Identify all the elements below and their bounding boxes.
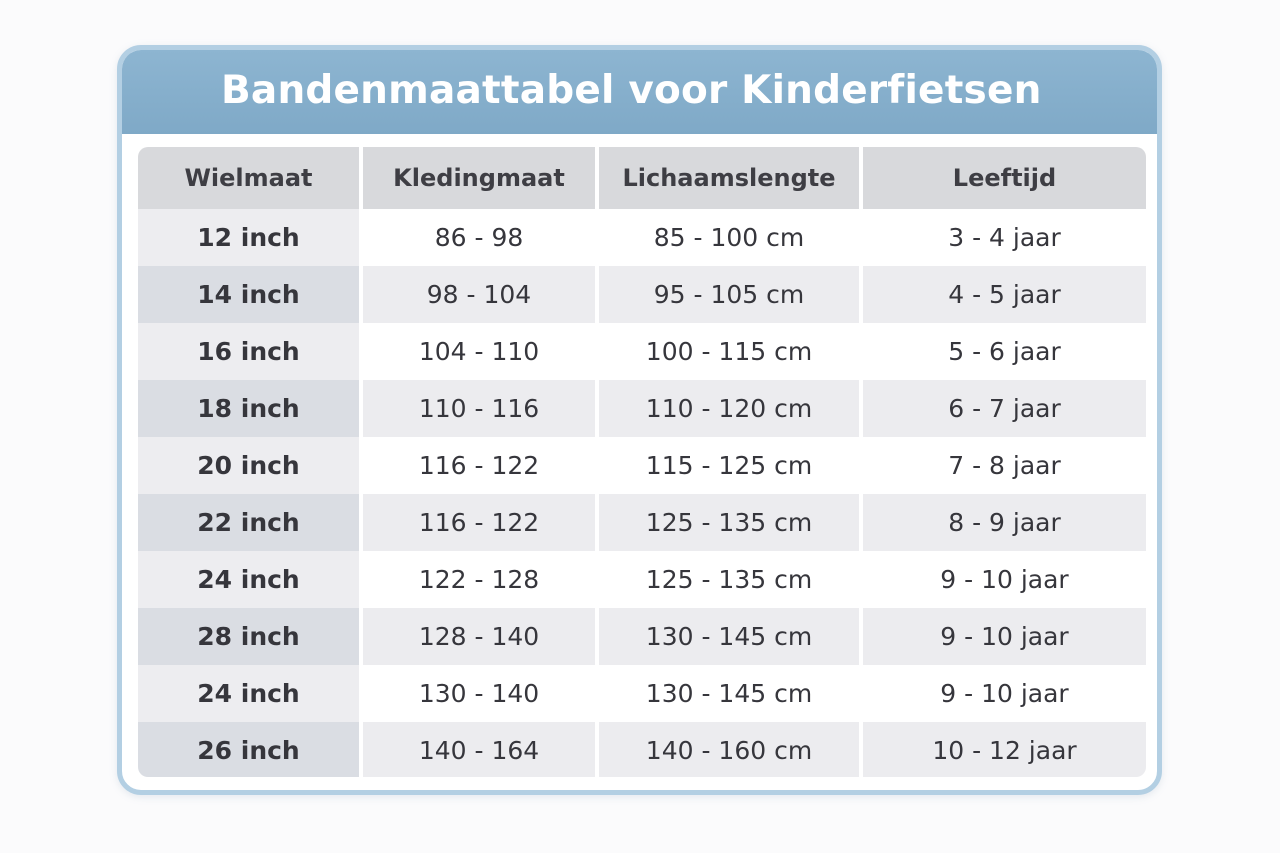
cell-body-height: 140 - 160 cm: [595, 722, 861, 777]
table-row: 14 inch 98 - 104 95 - 105 cm 4 - 5 jaar: [138, 266, 1146, 323]
table-row: 24 inch 122 - 128 125 - 135 cm 9 - 10 ja…: [138, 551, 1146, 608]
cell-age: 6 - 7 jaar: [859, 380, 1146, 437]
cell-wheel-size: 24 inch: [138, 665, 361, 722]
cell-wheel-size: 22 inch: [138, 494, 361, 551]
table-row: 22 inch 116 - 122 125 - 135 cm 8 - 9 jaa…: [138, 494, 1146, 551]
size-chart-card: Bandenmaattabel voor Kinderfietsen Wielm…: [117, 45, 1162, 795]
cell-age: 10 - 12 jaar: [859, 722, 1146, 777]
table-row: 18 inch 110 - 116 110 - 120 cm 6 - 7 jaa…: [138, 380, 1146, 437]
cell-clothing-size: 116 - 122: [359, 437, 597, 494]
cell-clothing-size: 110 - 116: [359, 380, 597, 437]
cell-body-height: 100 - 115 cm: [595, 323, 861, 380]
cell-clothing-size: 130 - 140: [359, 665, 597, 722]
cell-wheel-size: 24 inch: [138, 551, 361, 608]
cell-age: 9 - 10 jaar: [859, 551, 1146, 608]
cell-age: 3 - 4 jaar: [859, 209, 1146, 266]
table-row: 28 inch 128 - 140 130 - 145 cm 9 - 10 ja…: [138, 608, 1146, 665]
card-header: Bandenmaattabel voor Kinderfietsen: [122, 50, 1157, 134]
cell-clothing-size: 104 - 110: [359, 323, 597, 380]
table-header: Wielmaat Kledingmaat Lichaamslengte Leef…: [138, 147, 1146, 209]
table-body: 12 inch 86 - 98 85 - 100 cm 3 - 4 jaar 1…: [138, 209, 1146, 777]
size-table-container: Wielmaat Kledingmaat Lichaamslengte Leef…: [138, 147, 1146, 777]
cell-age: 9 - 10 jaar: [859, 608, 1146, 665]
cell-clothing-size: 122 - 128: [359, 551, 597, 608]
table-row: 20 inch 116 - 122 115 - 125 cm 7 - 8 jaa…: [138, 437, 1146, 494]
cell-wheel-size: 28 inch: [138, 608, 361, 665]
cell-body-height: 130 - 145 cm: [595, 665, 861, 722]
cell-age: 8 - 9 jaar: [859, 494, 1146, 551]
table-row: 16 inch 104 - 110 100 - 115 cm 5 - 6 jaa…: [138, 323, 1146, 380]
table-row: 12 inch 86 - 98 85 - 100 cm 3 - 4 jaar: [138, 209, 1146, 266]
cell-clothing-size: 116 - 122: [359, 494, 597, 551]
cell-body-height: 125 - 135 cm: [595, 494, 861, 551]
cell-clothing-size: 140 - 164: [359, 722, 597, 777]
column-header-lichaamslengte: Lichaamslengte: [595, 147, 861, 209]
cell-body-height: 110 - 120 cm: [595, 380, 861, 437]
cell-wheel-size: 26 inch: [138, 722, 361, 777]
cell-body-height: 115 - 125 cm: [595, 437, 861, 494]
cell-body-height: 85 - 100 cm: [595, 209, 861, 266]
cell-wheel-size: 16 inch: [138, 323, 361, 380]
column-header-wielmaat: Wielmaat: [138, 147, 361, 209]
cell-body-height: 130 - 145 cm: [595, 608, 861, 665]
cell-age: 4 - 5 jaar: [859, 266, 1146, 323]
cell-clothing-size: 128 - 140: [359, 608, 597, 665]
cell-age: 7 - 8 jaar: [859, 437, 1146, 494]
cell-age: 5 - 6 jaar: [859, 323, 1146, 380]
column-header-leeftijd: Leeftijd: [859, 147, 1146, 209]
cell-clothing-size: 98 - 104: [359, 266, 597, 323]
cell-clothing-size: 86 - 98: [359, 209, 597, 266]
cell-wheel-size: 18 inch: [138, 380, 361, 437]
cell-body-height: 95 - 105 cm: [595, 266, 861, 323]
cell-wheel-size: 12 inch: [138, 209, 361, 266]
cell-wheel-size: 20 inch: [138, 437, 361, 494]
header-row: Wielmaat Kledingmaat Lichaamslengte Leef…: [138, 147, 1146, 209]
cell-wheel-size: 14 inch: [138, 266, 361, 323]
column-header-kledingmaat: Kledingmaat: [359, 147, 597, 209]
size-table: Wielmaat Kledingmaat Lichaamslengte Leef…: [138, 147, 1146, 777]
table-row: 26 inch 140 - 164 140 - 160 cm 10 - 12 j…: [138, 722, 1146, 777]
page-title: Bandenmaattabel voor Kinderfietsen: [221, 68, 1042, 113]
cell-age: 9 - 10 jaar: [859, 665, 1146, 722]
table-row: 24 inch 130 - 140 130 - 145 cm 9 - 10 ja…: [138, 665, 1146, 722]
cell-body-height: 125 - 135 cm: [595, 551, 861, 608]
